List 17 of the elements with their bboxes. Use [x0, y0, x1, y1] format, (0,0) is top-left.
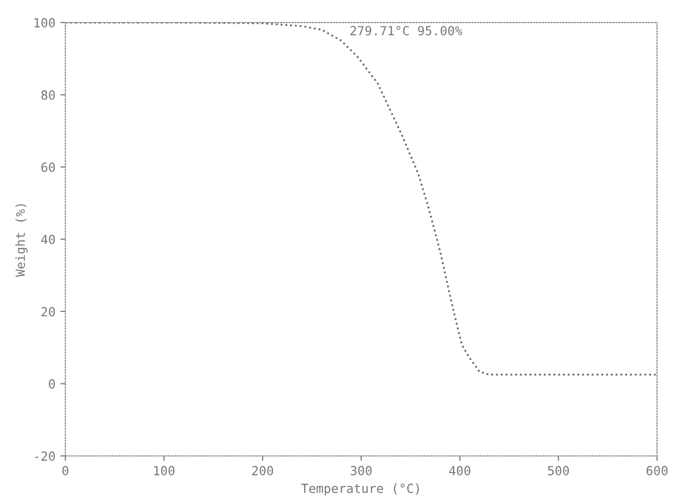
y-tick-label: -20: [35, 451, 55, 461]
y-tick-label: 40: [41, 234, 55, 244]
y-tick-label: 80: [41, 90, 55, 100]
y-tick-label: 100: [34, 18, 55, 28]
y-axis-title: Weight (%): [15, 204, 28, 277]
y-tick-label: 60: [41, 162, 55, 172]
x-tick-label: 500: [548, 466, 569, 476]
x-tick-label: 600: [646, 466, 668, 476]
x-tick-label: 100: [154, 466, 174, 476]
annotation: 279.71°C 95.00%: [350, 26, 462, 36]
y-tick-label: 20: [42, 306, 55, 316]
x-axis-title: Temperature (°C): [301, 483, 419, 496]
x-tick-label: 0: [62, 466, 68, 476]
y-tick-label: 0: [48, 379, 55, 389]
x-tick-label: 400: [449, 466, 470, 476]
x-tick-label: 300: [350, 466, 372, 476]
x-tick-label: 200: [252, 466, 274, 476]
